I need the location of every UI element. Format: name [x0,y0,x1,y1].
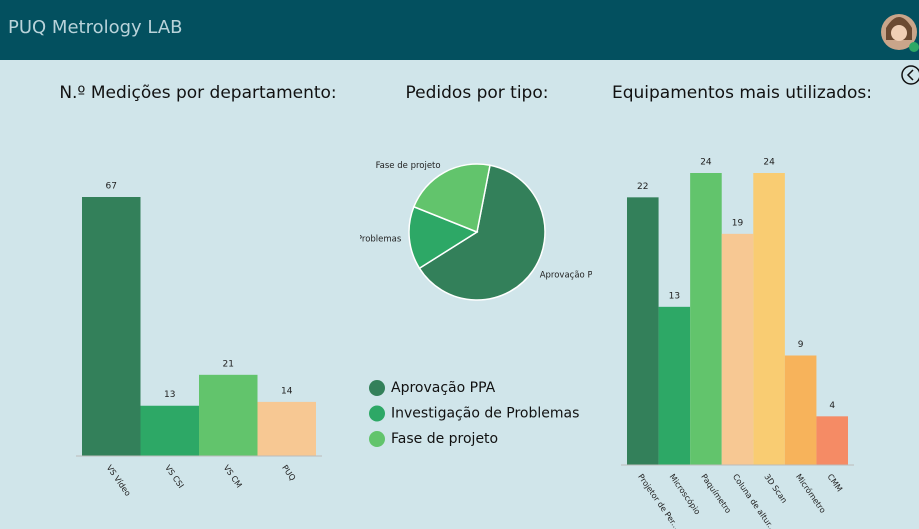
bar [141,406,200,456]
bar [722,234,754,465]
bar [816,416,848,465]
data-label: 4 [829,401,835,411]
data-label: 22 [637,182,648,192]
data-label: 19 [732,218,744,228]
bar [785,356,817,466]
data-label: 13 [669,291,680,301]
data-label: 21 [223,359,234,369]
legend-marker [369,431,385,447]
legend-marker [369,406,385,422]
bar [627,197,659,465]
bar [199,375,258,456]
data-label: 9 [798,340,804,350]
data-label: 13 [164,390,175,400]
dashboard: PUQ Metrology LAB N.º Medições por depar… [0,0,919,529]
data-label: 24 [763,158,775,168]
pie-label: Fase de projeto [376,161,441,171]
bar [258,402,317,456]
chart-title: N.º Medições por departamento: [59,83,336,103]
bar [659,307,691,465]
chart-title: Pedidos por tipo: [406,83,549,103]
legend-label: Fase de projeto [391,431,498,447]
page: PUQ Metrology LAB N.º Medições por depar… [0,0,919,529]
data-label: 14 [281,386,293,396]
bar [82,197,141,456]
legend-label: Aprovação PPA [391,380,496,396]
bar [753,173,785,465]
bar [690,173,722,465]
data-label: 24 [700,158,712,168]
legend-label: Investigação de Problemas [391,406,579,422]
app-title: PUQ Metrology LAB [8,17,183,38]
data-label: 67 [106,182,117,192]
chart-title: Equipamentos mais utilizados: [612,83,872,103]
legend-marker [369,380,385,396]
